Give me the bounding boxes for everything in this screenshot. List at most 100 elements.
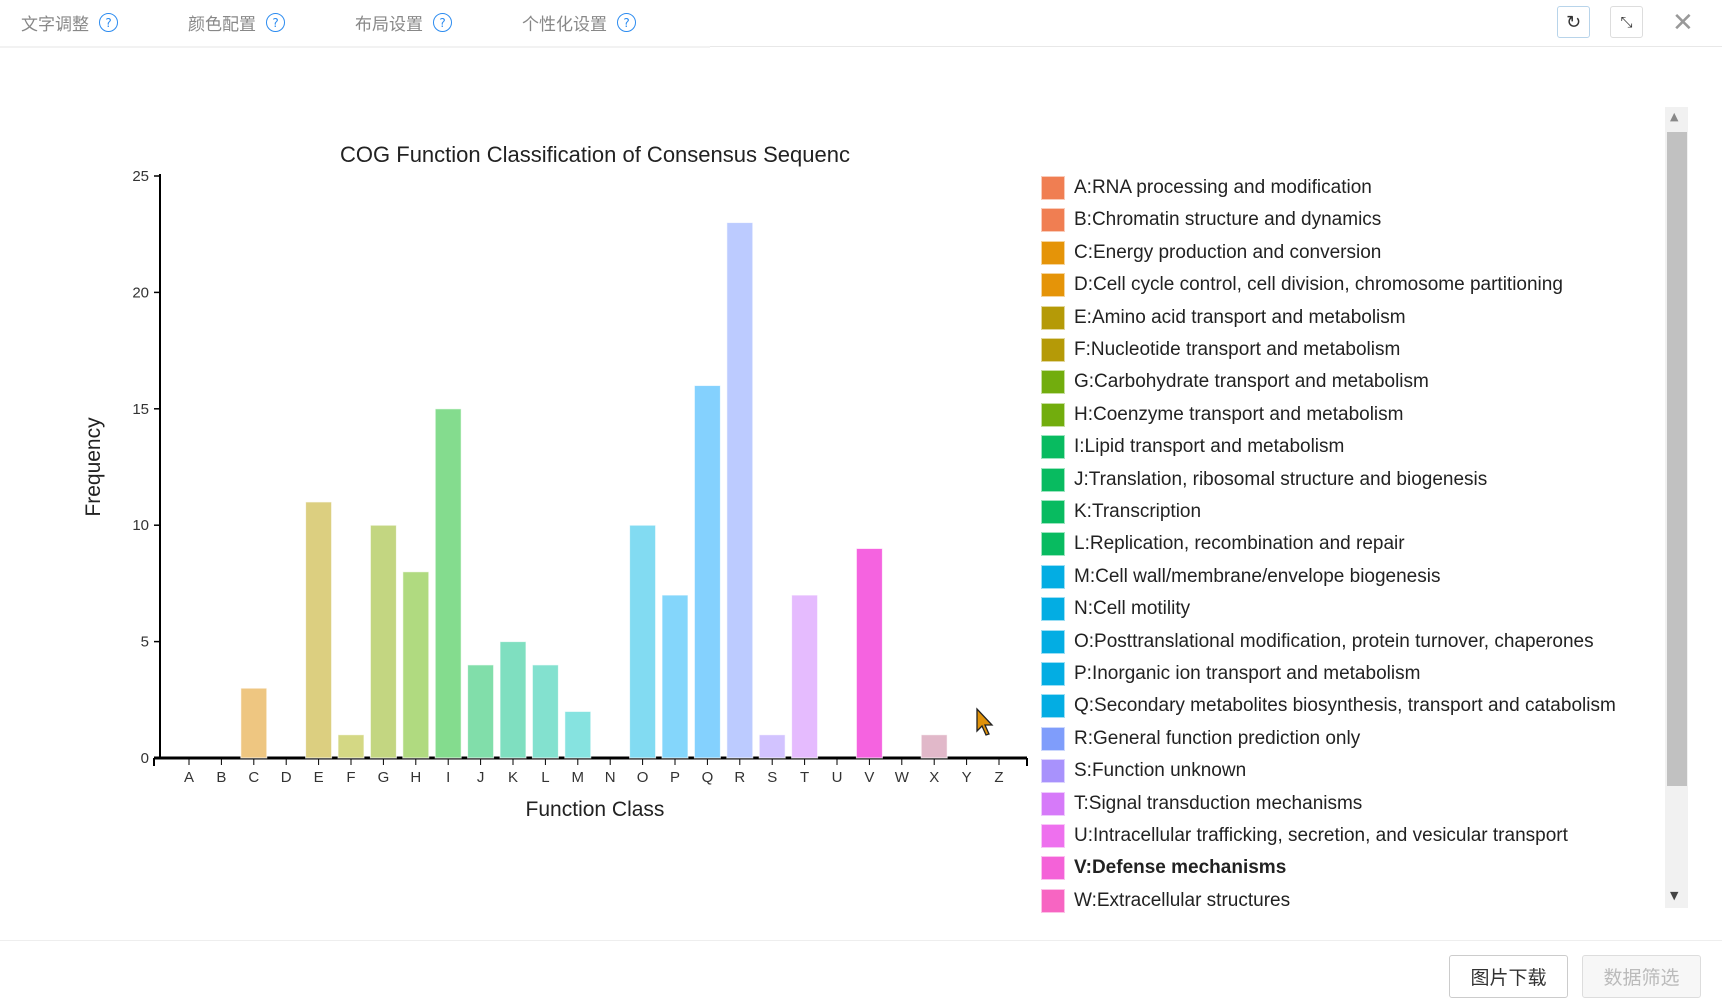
y-tick-label: 15 (132, 401, 149, 418)
close-icon: ✕ (1672, 8, 1694, 38)
bar-L (531, 664, 559, 759)
legend-item[interactable]: I:Lipid transport and metabolism (1041, 433, 1344, 461)
data-filter-button[interactable]: 数据筛选 (1582, 955, 1701, 998)
legend-swatch (1041, 532, 1065, 557)
legend-item[interactable]: G:Carbohydrate transport and metabolism (1041, 368, 1429, 396)
bar-Q (693, 385, 721, 759)
mouse-cursor-icon (976, 707, 994, 736)
legend-label: E:Amino acid transport and metabolism (1074, 306, 1406, 328)
refresh-icon: ↻ (1565, 11, 1582, 33)
legend-item[interactable]: A:RNA processing and modification (1041, 174, 1372, 202)
help-icon[interactable]: ? (433, 13, 452, 32)
legend-item[interactable]: O:Posttranslational modification, protei… (1041, 628, 1594, 656)
legend-item[interactable]: D:Cell cycle control, cell division, chr… (1041, 271, 1563, 299)
x-tick-label: F (346, 769, 355, 786)
legend-item[interactable]: P:Inorganic ion transport and metabolism (1041, 660, 1420, 688)
scrollbar-thumb[interactable] (1667, 132, 1687, 786)
legend-label: A:RNA processing and modification (1074, 177, 1372, 198)
bar-X (920, 734, 948, 759)
legend-item[interactable]: B:Chromatin structure and dynamics (1041, 206, 1381, 234)
legend-label: L:Replication, recombination and repair (1074, 533, 1405, 555)
legend-label: W:Extracellular structures (1074, 889, 1291, 911)
x-tick-label: P (670, 769, 680, 786)
help-icon[interactable]: ? (99, 13, 118, 32)
legend-swatch (1041, 467, 1065, 492)
legend-swatch (1041, 564, 1065, 589)
legend-label: P:Inorganic ion transport and metabolism (1074, 663, 1421, 684)
legend-swatch (1041, 726, 1065, 751)
legend-label: U:Intracellular trafficking, secretion, … (1074, 825, 1568, 846)
tab-color-config[interactable]: 颜色配置? (188, 10, 285, 35)
bar-I (434, 408, 462, 759)
scroll-up-icon[interactable]: ▲ (1670, 110, 1679, 123)
bar-M (564, 710, 592, 759)
close-button[interactable]: ✕ (1672, 8, 1694, 38)
scroll-down-icon[interactable]: ▼ (1670, 889, 1679, 902)
legend-label: V:Defense mechanisms (1074, 857, 1287, 879)
tab-personalization[interactable]: 个性化设置? (522, 10, 636, 35)
x-tick-label: O (637, 769, 649, 786)
y-tick-label: 20 (132, 284, 149, 301)
bar-F (337, 734, 365, 759)
legend-swatch (1041, 273, 1065, 298)
legend-item[interactable]: R:General function prediction only (1041, 725, 1360, 753)
legend-label: Q:Secondary metabolites biosynthesis, tr… (1074, 695, 1616, 717)
legend-label: D:Cell cycle control, cell division, chr… (1074, 274, 1563, 296)
x-tick-label: U (832, 769, 843, 786)
legend-swatch (1041, 338, 1065, 362)
legend-swatch (1041, 305, 1065, 330)
legend-item[interactable]: Q:Secondary metabolites biosynthesis, tr… (1041, 692, 1616, 720)
help-icon[interactable]: ? (266, 13, 285, 32)
legend-label: O:Posttranslational modification, protei… (1074, 630, 1594, 652)
legend-swatch (1041, 208, 1065, 233)
x-tick-label: Y (962, 769, 972, 786)
legend-item[interactable]: W:Extracellular structures (1041, 887, 1290, 915)
x-tick-label: J (477, 769, 485, 786)
legend-item[interactable]: U:Intracellular trafficking, secretion, … (1041, 822, 1568, 850)
x-axis-label: Function Class (526, 798, 665, 821)
legend-label: H:Coenzyme transport and metabolism (1074, 403, 1404, 425)
legend-item[interactable]: H:Coenzyme transport and metabolism (1041, 401, 1403, 429)
y-tick-label: 0 (141, 750, 149, 767)
x-tick-label: S (767, 769, 777, 786)
x-tick-label: B (216, 769, 226, 786)
x-tick-label: L (541, 769, 549, 786)
x-tick-label: C (248, 769, 259, 786)
bar-V (855, 547, 883, 759)
legend-item[interactable]: N:Cell motility (1041, 595, 1190, 623)
x-tick-label: R (734, 769, 745, 786)
tab-layout-settings[interactable]: 布局设置? (355, 10, 452, 35)
bar-G (369, 524, 397, 759)
x-tick-label: Z (994, 769, 1003, 786)
legend-swatch (1041, 791, 1065, 816)
x-tick-label: V (864, 769, 874, 786)
x-tick-label: I (446, 769, 450, 786)
x-tick-label: M (572, 769, 585, 786)
legend-swatch (1041, 759, 1065, 784)
legend-item[interactable]: C:Energy production and conversion (1041, 239, 1381, 267)
tab-text-adjust[interactable]: 文字调整? (21, 10, 118, 35)
fullscreen-button[interactable]: ⤡ (1610, 6, 1643, 38)
legend-item[interactable]: L:Replication, recombination and repair (1041, 530, 1405, 558)
legend-item[interactable]: T:Signal transduction mechanisms (1041, 790, 1362, 818)
legend-item[interactable]: J:Translation, ribosomal structure and b… (1041, 466, 1487, 494)
legend-item[interactable]: F:Nucleotide transport and metabolism (1041, 336, 1400, 364)
legend-swatch (1041, 662, 1065, 686)
legend-item[interactable]: V:Defense mechanisms (1041, 854, 1286, 882)
download-image-button[interactable]: 图片下载 (1449, 955, 1568, 998)
bar-E (305, 501, 333, 759)
legend-item[interactable]: S:Function unknown (1041, 757, 1246, 785)
legend-swatch (1041, 500, 1065, 524)
x-tick-label: T (800, 769, 809, 786)
legend-label: J:Translation, ribosomal structure and b… (1074, 468, 1488, 490)
help-icon[interactable]: ? (617, 13, 636, 32)
legend-item[interactable]: M:Cell wall/membrane/envelope biogenesis (1041, 563, 1440, 591)
legend-label: M:Cell wall/membrane/envelope biogenesis (1074, 565, 1441, 587)
legend-swatch (1041, 176, 1065, 200)
bar-chart: COG Function Classification of Consensus… (82, 142, 1028, 821)
y-axis-label: Frequency (82, 417, 105, 517)
legend-item[interactable]: E:Amino acid transport and metabolism (1041, 304, 1406, 332)
bar-P (661, 594, 689, 759)
legend-item[interactable]: K:Transcription (1041, 498, 1201, 526)
refresh-button[interactable]: ↻ (1557, 6, 1590, 38)
